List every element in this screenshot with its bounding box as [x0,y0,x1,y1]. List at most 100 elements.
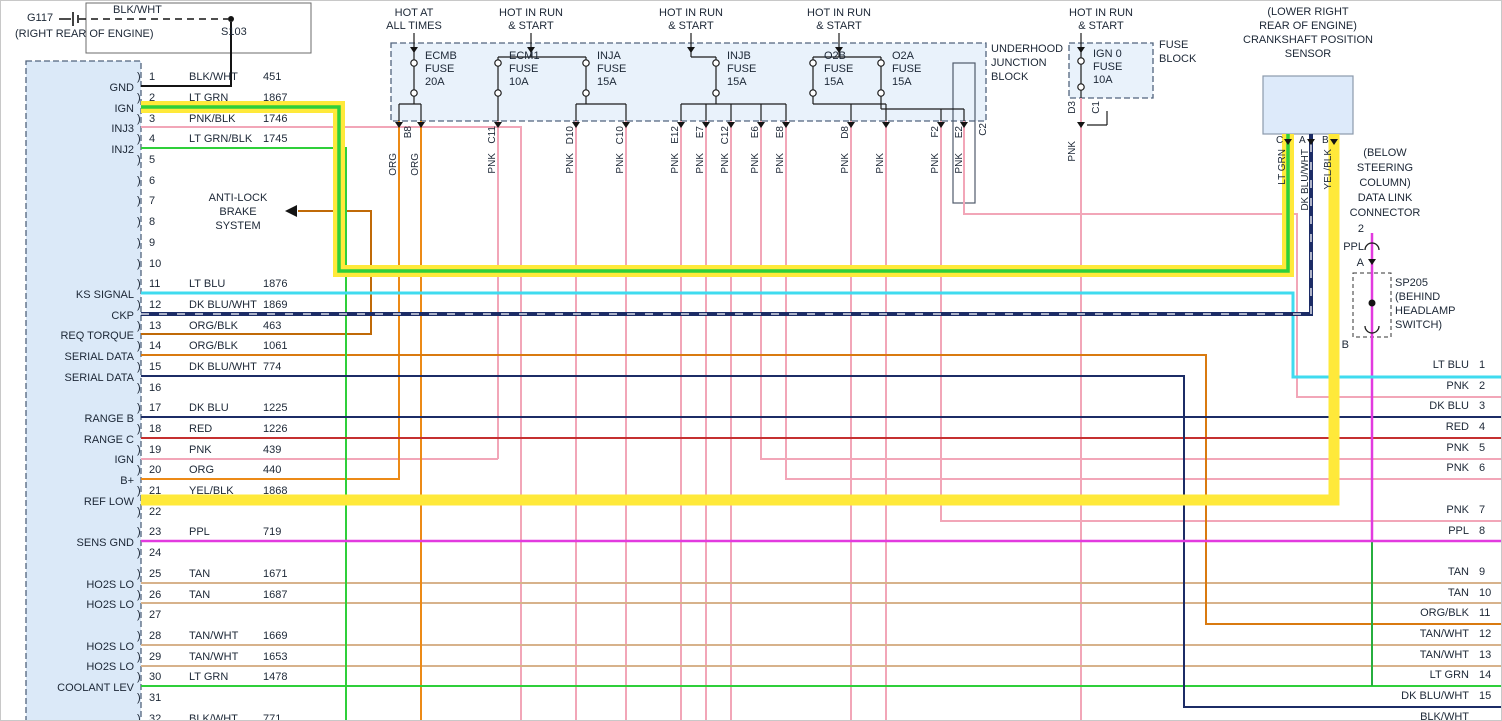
ujb-pin-label: C10 [615,126,626,145]
wire-color-label: LT GRN/BLK [189,133,253,146]
circuit-number: 1226 [263,423,288,436]
ckp-caption-line: REAR OF ENGINE) [1259,20,1357,32]
power-header-line: HOT IN RUN [1069,7,1133,19]
pin-number: 24 [149,547,162,560]
pcm-pin-row: ) 7 [134,191,309,212]
fuse-terminal [410,59,418,67]
ujb-name-line: BLOCK [991,71,1029,83]
pin-number: 19 [149,443,162,456]
fuse-block-name-line: FUSE [1159,39,1189,51]
wire-color-label: DK BLU [189,402,229,415]
wire-color-vlabel: PNK [670,153,681,174]
wire-pnk-e6 [760,121,1501,460]
fuse-rating: 20A [425,76,445,88]
pcm-pin-row: ) 5 [134,150,309,171]
ujb-connector-label: C2 [978,123,989,136]
pin-number: 11 [149,278,161,291]
wire-color-label: PNK [1446,462,1469,475]
pcm-pin-row: ) 8 [134,212,309,233]
circuit-number: 1225 [263,402,288,415]
pin-number: 13 [149,319,162,332]
ujb-pin-label: F2 [930,126,941,138]
pin-function-label: REF LOW [83,495,134,508]
pcm-pin-row: ) 18 RED 1226 [134,419,309,440]
pcm-pin-row: ) 28 TAN/WHT 1669 [134,626,309,647]
wire-color-label: ORG/BLK [1420,607,1469,620]
pin-function-label [19,202,134,223]
pcm-pin-row: ) 17 DK BLU 1225 [134,398,309,419]
pin-number: 3 [149,112,156,125]
ujb-pin-label: D10 [565,126,576,145]
wire-color-vlabel: DK BLU/WHT [1300,149,1311,211]
wire-color-label: BLK/WHT [189,712,238,721]
wire-color-label: BLK/WHT [189,71,238,84]
right-edge-wire-row: RED 4 [1393,417,1499,438]
ground-location: (RIGHT REAR OF ENGINE) [15,28,154,40]
wire-color-label: ORG [189,464,215,477]
wire-color-vlabel: PNK [875,153,886,174]
fuse-word: FUSE [1093,61,1123,73]
wire-color-vlabel: LT GRN [1277,149,1288,185]
wire-color-label [1393,541,1469,562]
circuit-number: 719 [263,526,282,539]
right-edge-wire-row: TAN 10 [1393,583,1499,604]
wire-yelblk-1868-highlight [141,134,1340,506]
pin-function-label [19,264,134,285]
pcm-pin-row: ) 9 [134,233,309,254]
fuse-block-name-line: BLOCK [1159,53,1197,65]
s103-splice-dot [228,16,234,22]
pcm-pin-row: ) 1 BLK/WHT 451 [134,67,309,88]
pin-function-label: RANGE C [83,433,134,446]
wire-row-number: 5 [1479,441,1486,454]
wire-color-vlabel: PNK [930,153,941,174]
dlc-pin-number: 2 [1357,223,1364,235]
ujb-pin-label: C12 [720,126,731,145]
pin-bracket: ) [137,402,141,415]
pin-number: 31 [149,691,162,704]
ujb-pin-label: E8 [775,126,786,139]
pin-bracket: ) [137,671,141,684]
pin-number: 17 [149,402,162,415]
pin-function-label: HO2S LO [86,578,134,591]
pin-function-label: SERIAL DATA [64,350,134,363]
pcm-pin-row: ) 30 LT GRN 1478 [134,667,309,688]
fuse-terminal [582,89,590,97]
pin-number: 12 [149,298,162,311]
wire-color-label: PPL [189,526,210,539]
dlc-terminal-b: B [1341,339,1349,351]
circuit-number: 463 [263,319,282,332]
wire-color-vlabel: PNK [954,153,965,174]
wire-pnk-e8 [785,121,1501,480]
wire-color-label: TAN/WHT [189,629,239,642]
fuse-word: FUSE [892,63,922,75]
wire-row-number: 14 [1479,669,1492,682]
ujb-pin-label: E2 [954,126,965,139]
fuse-element-lines [413,64,1082,90]
circuit-number: 1746 [263,112,288,125]
right-edge-wire-row: DK BLU 3 [1393,396,1499,417]
ckp-caption-line: (LOWER RIGHT [1267,6,1349,18]
dlc-terminal-arcs [1364,242,1380,334]
fuse-block-connector-label: C1 [1091,101,1102,114]
pin-function-label: IGN [114,102,134,115]
pin-bracket: ) [137,112,141,125]
pin-function-label: SERIAL DATA [64,371,134,384]
wire-color-vlabel: PNK [775,153,786,174]
wire-row-number: 13 [1479,648,1492,661]
pin-number: 18 [149,423,162,436]
wire-row-number: 10 [1479,586,1492,599]
power-header-line: & START [508,20,554,32]
pcm-pin-row: ) 13 ORG/BLK 463 [134,315,309,336]
fuse-name: ECM1 [509,50,540,62]
wire-pnk-e2 [963,121,1501,398]
power-header-line: HOT AT [394,7,434,19]
fuse-rating: 15A [892,76,912,88]
pcm-pin-row: ) 25 TAN 1671 [134,564,309,585]
pcm-pin-row: ) 6 [134,170,309,191]
right-edge-wire-row: TAN/WHT 13 [1393,645,1499,666]
right-edge-wire-row [1393,479,1499,500]
pin-function-label [19,161,134,182]
pcm-pin-row: ) 10 [134,253,309,274]
pin-function-label: REQ TORQUE [60,330,134,343]
pcm-pin-row: ) 29 TAN/WHT 1653 [134,646,309,667]
